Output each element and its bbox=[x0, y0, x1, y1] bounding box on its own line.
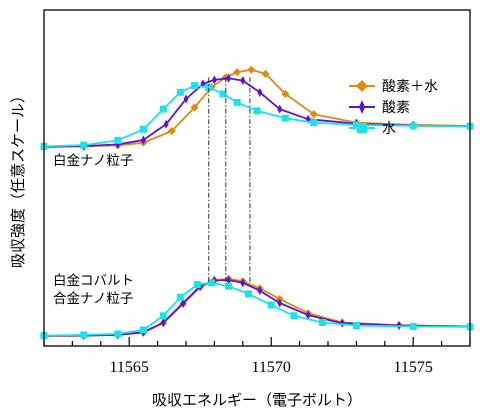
data-point-water-lower bbox=[290, 312, 298, 320]
data-point-water-lower bbox=[114, 330, 122, 338]
data-point-oxygen-lower bbox=[339, 318, 345, 328]
data-point-water-lower bbox=[244, 290, 252, 298]
data-point-oxygen-lower bbox=[257, 286, 263, 296]
data-point-oxygen-water-upper bbox=[190, 103, 199, 112]
series-line-oxygen-water-upper bbox=[43, 68, 471, 148]
data-point-water-upper bbox=[233, 98, 241, 106]
data-point-oxygen-upper bbox=[257, 87, 263, 97]
data-point-water-upper bbox=[352, 121, 360, 129]
data-point-water-lower bbox=[159, 312, 167, 320]
x-tick-label: 11575 bbox=[393, 359, 432, 376]
data-point-water-upper bbox=[176, 88, 184, 96]
legend-marker-water bbox=[357, 123, 367, 133]
legend-label-oxygen: 酸素 bbox=[382, 100, 410, 116]
x-tick-label: 11565 bbox=[109, 359, 148, 376]
data-point-oxygen-lower bbox=[305, 310, 311, 320]
data-point-oxygen-water-upper bbox=[261, 69, 270, 78]
data-point-water-lower bbox=[225, 282, 233, 290]
data-point-water-lower bbox=[193, 281, 201, 289]
data-point-oxygen-water-upper bbox=[309, 110, 318, 119]
legend-label-water: 水 bbox=[382, 121, 396, 137]
data-point-oxygen-water-upper bbox=[167, 126, 176, 135]
data-point-water-upper bbox=[159, 105, 167, 113]
data-point-oxygen-lower bbox=[226, 275, 232, 285]
data-point-water-upper bbox=[310, 119, 318, 127]
legend-marker-oxygen-water bbox=[356, 80, 368, 92]
data-point-water-lower bbox=[409, 323, 417, 331]
series-layer bbox=[40, 65, 474, 341]
data-point-oxygen-upper bbox=[277, 104, 283, 114]
data-point-water-upper bbox=[205, 83, 213, 91]
x-tick-label: 11570 bbox=[251, 359, 290, 376]
data-point-water-upper bbox=[80, 141, 88, 149]
series-line-water-upper bbox=[43, 84, 471, 148]
data-point-oxygen-lower bbox=[160, 317, 166, 327]
annotation-ptco-line2: 合金ナノ粒子 bbox=[53, 291, 133, 307]
data-point-oxygen-upper bbox=[140, 135, 146, 145]
data-point-water-lower bbox=[267, 301, 275, 309]
x-axis-title: 吸収エネルギー（電子ボルト） bbox=[152, 391, 362, 409]
data-point-oxygen-water-upper bbox=[247, 65, 256, 74]
x-tick-labels: 11565 11570 11575 bbox=[109, 359, 432, 376]
data-point-oxygen-water-upper bbox=[281, 90, 290, 98]
data-point-oxygen-upper bbox=[211, 75, 217, 85]
y-axis-title: 吸収強度（任意スケール） bbox=[9, 88, 27, 268]
data-point-water-upper bbox=[114, 136, 122, 144]
x-ticks bbox=[43, 337, 471, 346]
annotation-ptco-line1: 白金コバルト bbox=[53, 273, 134, 289]
data-point-water-lower bbox=[176, 293, 184, 301]
data-point-water-upper bbox=[281, 114, 289, 122]
series-line-water-lower bbox=[43, 281, 471, 337]
data-point-oxygen-upper bbox=[183, 94, 189, 104]
data-point-water-upper bbox=[253, 107, 261, 115]
plot-frame bbox=[43, 9, 471, 347]
guide-lines bbox=[208, 77, 251, 284]
legend-label-oxygen-water: 酸素＋水 bbox=[382, 79, 438, 95]
series-line-oxygen-upper bbox=[43, 77, 471, 148]
data-point-water-upper bbox=[139, 125, 147, 133]
data-point-water-lower bbox=[208, 279, 216, 287]
annotation-pt-nanoparticle: 白金ナノ粒子 bbox=[53, 153, 133, 169]
data-point-oxygen-upper bbox=[240, 76, 246, 86]
legend-marker-oxygen bbox=[359, 100, 365, 114]
data-point-oxygen-upper bbox=[226, 73, 232, 83]
data-point-oxygen-upper bbox=[163, 119, 169, 129]
data-point-oxygen-lower bbox=[277, 298, 283, 308]
data-point-oxygen-water-upper bbox=[233, 68, 242, 77]
data-point-water-lower bbox=[139, 326, 147, 334]
data-point-water-lower bbox=[352, 322, 360, 330]
data-point-oxygen-lower bbox=[240, 278, 246, 288]
data-point-water-upper bbox=[409, 122, 417, 130]
legend: 酸素＋水 酸素 水 bbox=[349, 79, 438, 137]
data-point-water-upper bbox=[219, 90, 227, 98]
data-point-water-lower bbox=[318, 318, 326, 326]
data-point-water-upper bbox=[191, 82, 199, 90]
data-point-water-lower bbox=[80, 331, 88, 339]
